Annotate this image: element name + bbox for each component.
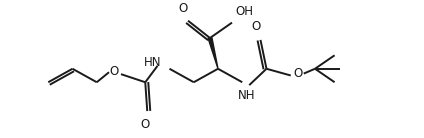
Polygon shape bbox=[208, 38, 218, 69]
Text: O: O bbox=[293, 67, 302, 80]
Text: O: O bbox=[179, 2, 188, 15]
Text: O: O bbox=[109, 65, 119, 78]
Text: HN: HN bbox=[144, 56, 162, 70]
Text: OH: OH bbox=[235, 5, 253, 18]
Text: O: O bbox=[141, 118, 150, 131]
Text: NH: NH bbox=[237, 89, 255, 102]
Text: O: O bbox=[252, 20, 261, 33]
